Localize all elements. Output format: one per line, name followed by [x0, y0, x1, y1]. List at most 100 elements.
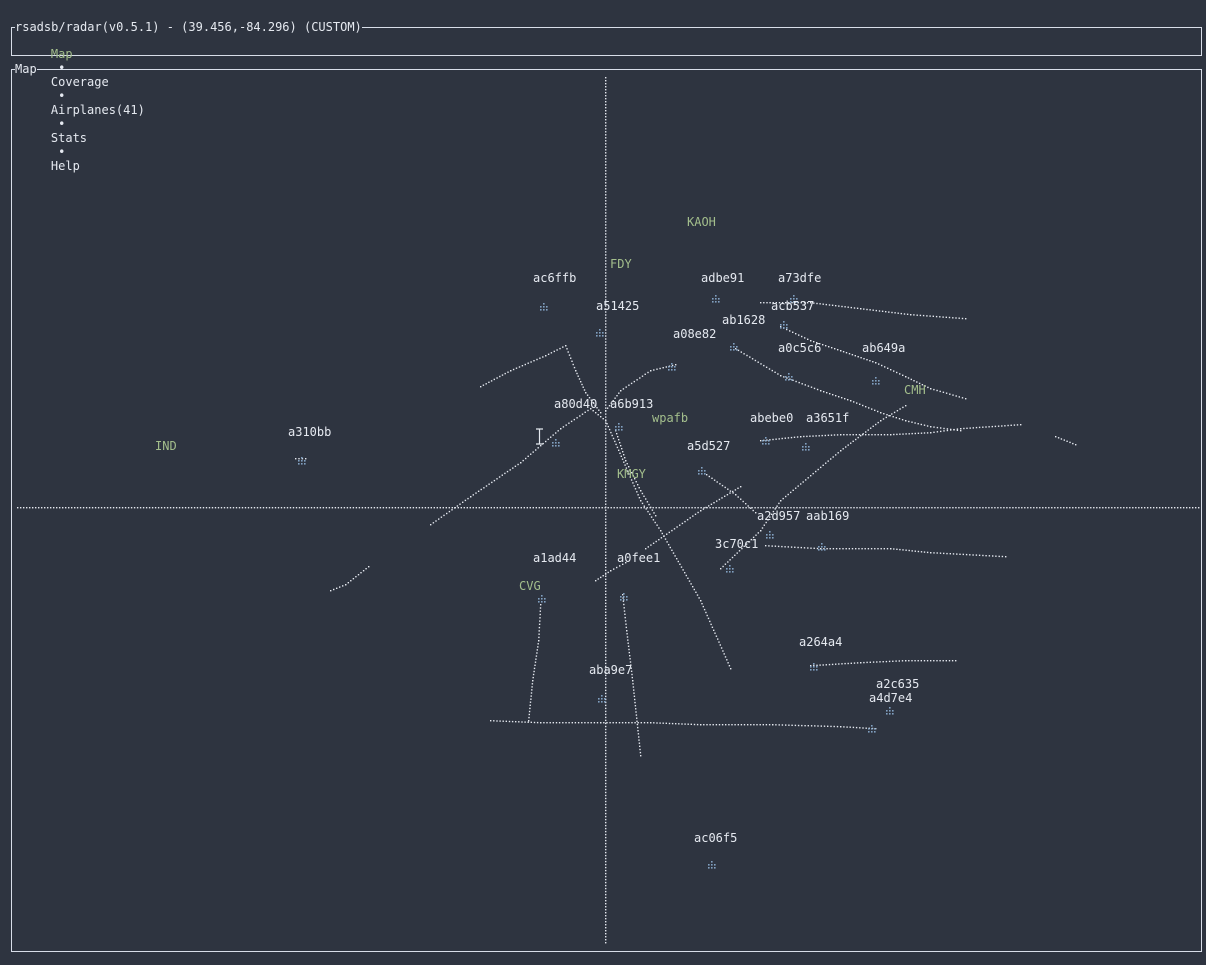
- track-segment: [930, 426, 962, 432]
- airplane-a2c635[interactable]: a2c635: [876, 677, 919, 715]
- track-segment: [880, 412, 907, 422]
- airplane-marker-icon: [712, 295, 720, 303]
- track-segment: [620, 370, 652, 392]
- airport-label: KMGY: [617, 467, 647, 481]
- airplane-marker-icon: [780, 321, 788, 329]
- airplane-a310bb[interactable]: a310bb: [288, 425, 331, 465]
- airplane-marker-icon: [540, 303, 548, 311]
- airplane-label: ab649a: [862, 341, 905, 355]
- tab-separator: •: [50, 61, 73, 75]
- map-panel[interactable]: Map: [11, 62, 1202, 952]
- track-segment: [565, 345, 577, 372]
- airplane-marker-icon: [766, 531, 774, 539]
- airplane-marker-icon: [762, 437, 770, 445]
- airplane-label: adbe91: [701, 271, 744, 285]
- airplane-label: a80d40: [554, 397, 597, 411]
- airplane-label: a3651f: [806, 411, 849, 425]
- airplane-a73dfe[interactable]: a73dfe: [778, 271, 821, 303]
- airplane-aab169[interactable]: aab169: [806, 509, 849, 551]
- track-segment: [622, 594, 628, 632]
- airplane-marker-icon: [298, 457, 306, 465]
- track-segment: [960, 424, 1022, 430]
- airplane-label: a08e82: [673, 327, 716, 341]
- airplane-marker-icon: [886, 707, 894, 715]
- airplane-a2d957[interactable]: a2d957: [757, 509, 800, 539]
- vertical-axis: [605, 77, 607, 944]
- airplane-a5d527[interactable]: a5d527: [687, 439, 730, 475]
- airplane-a6b913[interactable]: a6b913: [610, 397, 653, 431]
- airplane-a0c5c6[interactable]: a0c5c6: [778, 341, 821, 381]
- tab-stats[interactable]: Stats: [50, 131, 88, 145]
- track-segment: [810, 662, 862, 667]
- airplane-aba9e7[interactable]: aba9e7: [589, 663, 632, 703]
- tab-separator: •: [50, 145, 73, 159]
- track-segment: [490, 720, 542, 724]
- track-segment: [910, 314, 967, 320]
- airplane-a1ad44[interactable]: a1ad44: [533, 551, 576, 603]
- track-segment: [780, 375, 822, 392]
- airplane-ac6ffb[interactable]: ac6ffb: [533, 271, 576, 311]
- track-segment: [810, 302, 862, 310]
- airplane-a3651f[interactable]: a3651f: [802, 411, 849, 451]
- track-segment: [430, 496, 472, 526]
- track-segment: [295, 458, 307, 460]
- track-segment: [780, 450, 842, 502]
- airplane-marker-icon: [598, 695, 606, 703]
- airplane-label: ac6ffb: [533, 271, 576, 285]
- airplane-a51425[interactable]: a51425: [596, 299, 639, 337]
- airplane-a80d40[interactable]: a80d40: [552, 397, 597, 447]
- airplane-marker-icon: [668, 363, 676, 371]
- airplane-a264a4[interactable]: a264a4: [799, 635, 842, 671]
- track-segment: [1055, 436, 1077, 446]
- crosshair-axes: [17, 77, 1200, 944]
- track-segment: [470, 462, 522, 498]
- map-panel-title: Map: [15, 62, 37, 76]
- airplane-label: ab1628: [722, 313, 765, 327]
- airplane-marker-icon: [730, 343, 738, 351]
- track-segment: [930, 552, 1007, 558]
- airplane-marker-icon: [615, 423, 623, 431]
- airplane-label: a6b913: [610, 397, 653, 411]
- track-segment: [600, 722, 652, 724]
- tab-airplanes[interactable]: Airplanes(41): [50, 103, 145, 117]
- track-segment: [532, 640, 540, 682]
- airplane-label: a2c635: [876, 677, 919, 691]
- airplane-label: a1ad44: [533, 551, 576, 565]
- airplane-ac06f5[interactable]: ac06f5: [694, 831, 737, 869]
- airplane-label: a4d7e4: [869, 691, 912, 705]
- track-segment: [640, 500, 662, 532]
- track-segment: [772, 724, 842, 728]
- airplane-label: ac06f5: [694, 831, 737, 845]
- airplane-a0fee1[interactable]: a0fee1: [617, 551, 660, 601]
- airport-label: CMH: [904, 383, 926, 397]
- track-segment: [640, 490, 657, 517]
- track-segment: [850, 400, 882, 414]
- airplane-marker-icon: [868, 725, 876, 733]
- airplane-abebe0[interactable]: abebe0: [750, 411, 793, 445]
- track-segment: [735, 494, 757, 514]
- track-segment: [890, 548, 932, 554]
- airplane-ab649a[interactable]: ab649a: [862, 341, 905, 385]
- airplane-3c70c1[interactable]: 3c70c1: [715, 537, 758, 573]
- airplane-ab1628[interactable]: ab1628: [722, 313, 765, 351]
- track-segment: [890, 432, 932, 436]
- tab-map[interactable]: Map: [50, 47, 73, 61]
- airplane-label: 3c70c1: [715, 537, 758, 551]
- airplane-adbe91[interactable]: adbe91: [701, 271, 744, 303]
- airplane-a08e82[interactable]: a08e82: [668, 327, 716, 371]
- track-segment: [585, 392, 602, 414]
- track-segment: [650, 722, 702, 726]
- track-segment: [780, 326, 812, 342]
- app-title: rsadsb/radar(v0.5.1) - (39.456,-84.296) …: [15, 20, 362, 34]
- track-segment: [930, 388, 967, 400]
- airplane-marker-icon: [802, 443, 810, 451]
- track-segment: [575, 370, 587, 394]
- track-segment: [660, 530, 702, 602]
- airplane-acb537[interactable]: acb537: [771, 299, 814, 329]
- airplane-a4d7e4[interactable]: a4d7e4: [868, 691, 912, 733]
- track-segment: [605, 420, 642, 502]
- tab-help[interactable]: Help: [50, 159, 80, 173]
- tab-coverage[interactable]: Coverage: [50, 75, 109, 89]
- airport-label: wpafb: [652, 411, 688, 425]
